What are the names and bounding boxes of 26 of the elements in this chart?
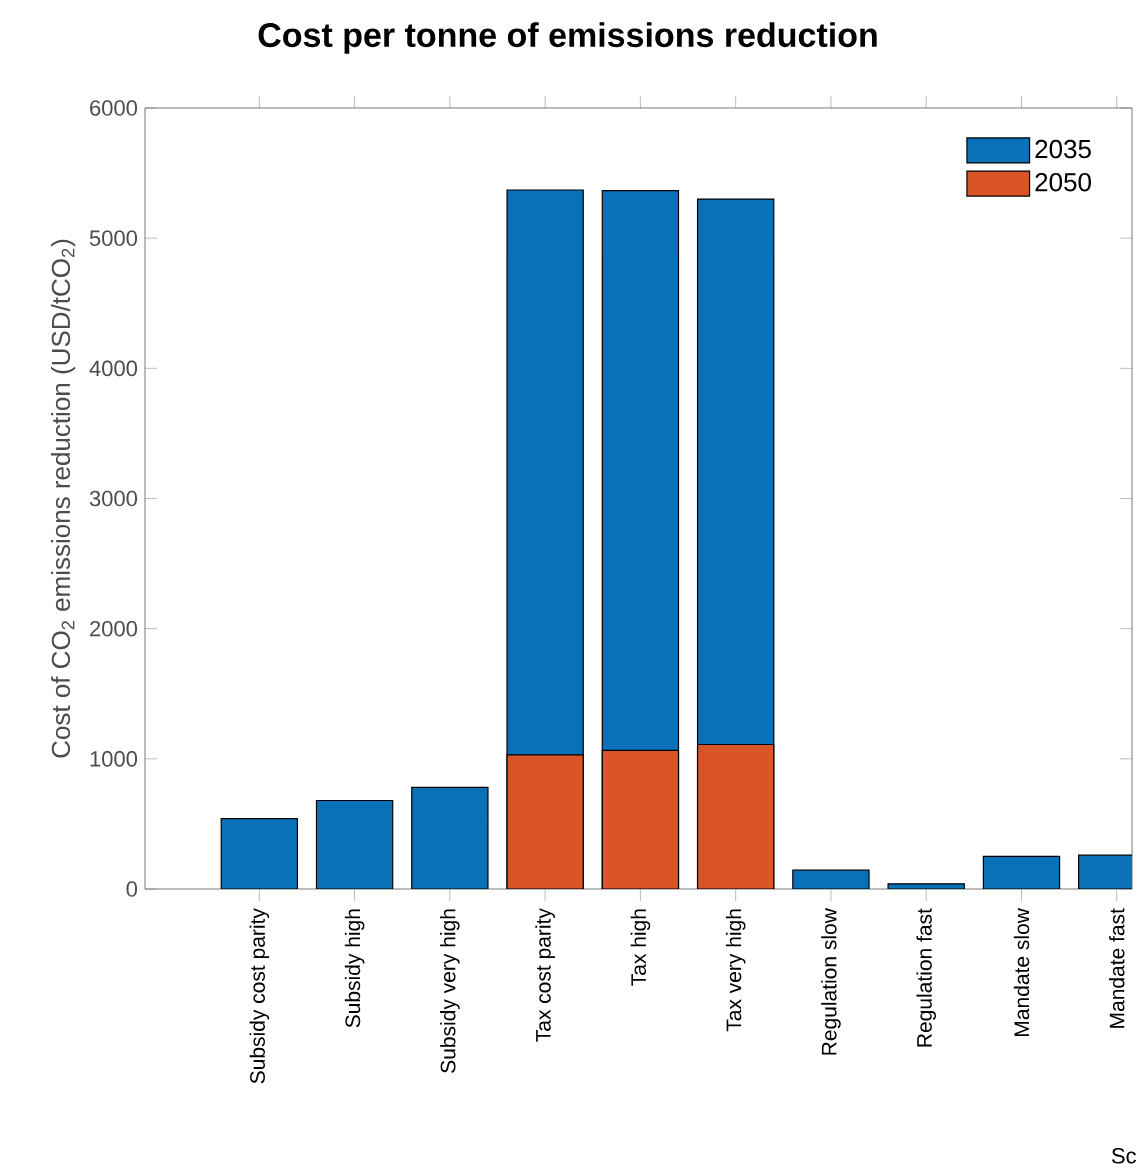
y-tick-label: 2000 <box>90 620 138 637</box>
bar <box>983 856 1060 889</box>
chart-title: Cost per tonne of emissions reduction <box>258 22 877 54</box>
x-tick-label: Tax cost parity <box>535 908 555 1042</box>
bar <box>221 818 298 889</box>
x-tick-label: Mandate slow <box>1013 908 1030 1036</box>
x-tick-label: Tax very high <box>725 909 746 1032</box>
y-tick-label: 4000 <box>89 360 138 377</box>
text: Sc <box>1111 1148 1137 1164</box>
bar <box>316 800 393 889</box>
legend-label: 2050 <box>1035 172 1091 192</box>
y-tick-label: 0 <box>126 881 138 897</box>
x-tick-label: Regulation fast <box>916 908 936 1047</box>
x-tick-label: Mandate fast <box>1109 908 1125 1028</box>
x-tick-label: Subsidy cost parity <box>249 908 270 1084</box>
x-tick-label: Subsidy high <box>344 909 365 1028</box>
y-axis-title: Cost of CO$_{2}$ emissions reduction (USD/tCO$_{2}$) <box>51 239 76 758</box>
bar <box>411 787 488 889</box>
x-tick-label: Tax high <box>630 909 651 986</box>
x-tick-label: Subsidy very high <box>440 909 460 1073</box>
y-tick-label: 5000 <box>89 230 138 246</box>
y-tick-label: 6000 <box>90 100 138 116</box>
legend-label: 2035 <box>1035 139 1091 159</box>
y-tick-label: 1000 <box>90 751 138 767</box>
y-tick-label: 3000 <box>89 490 138 507</box>
x-tick-label: Regulation slow <box>821 908 841 1055</box>
